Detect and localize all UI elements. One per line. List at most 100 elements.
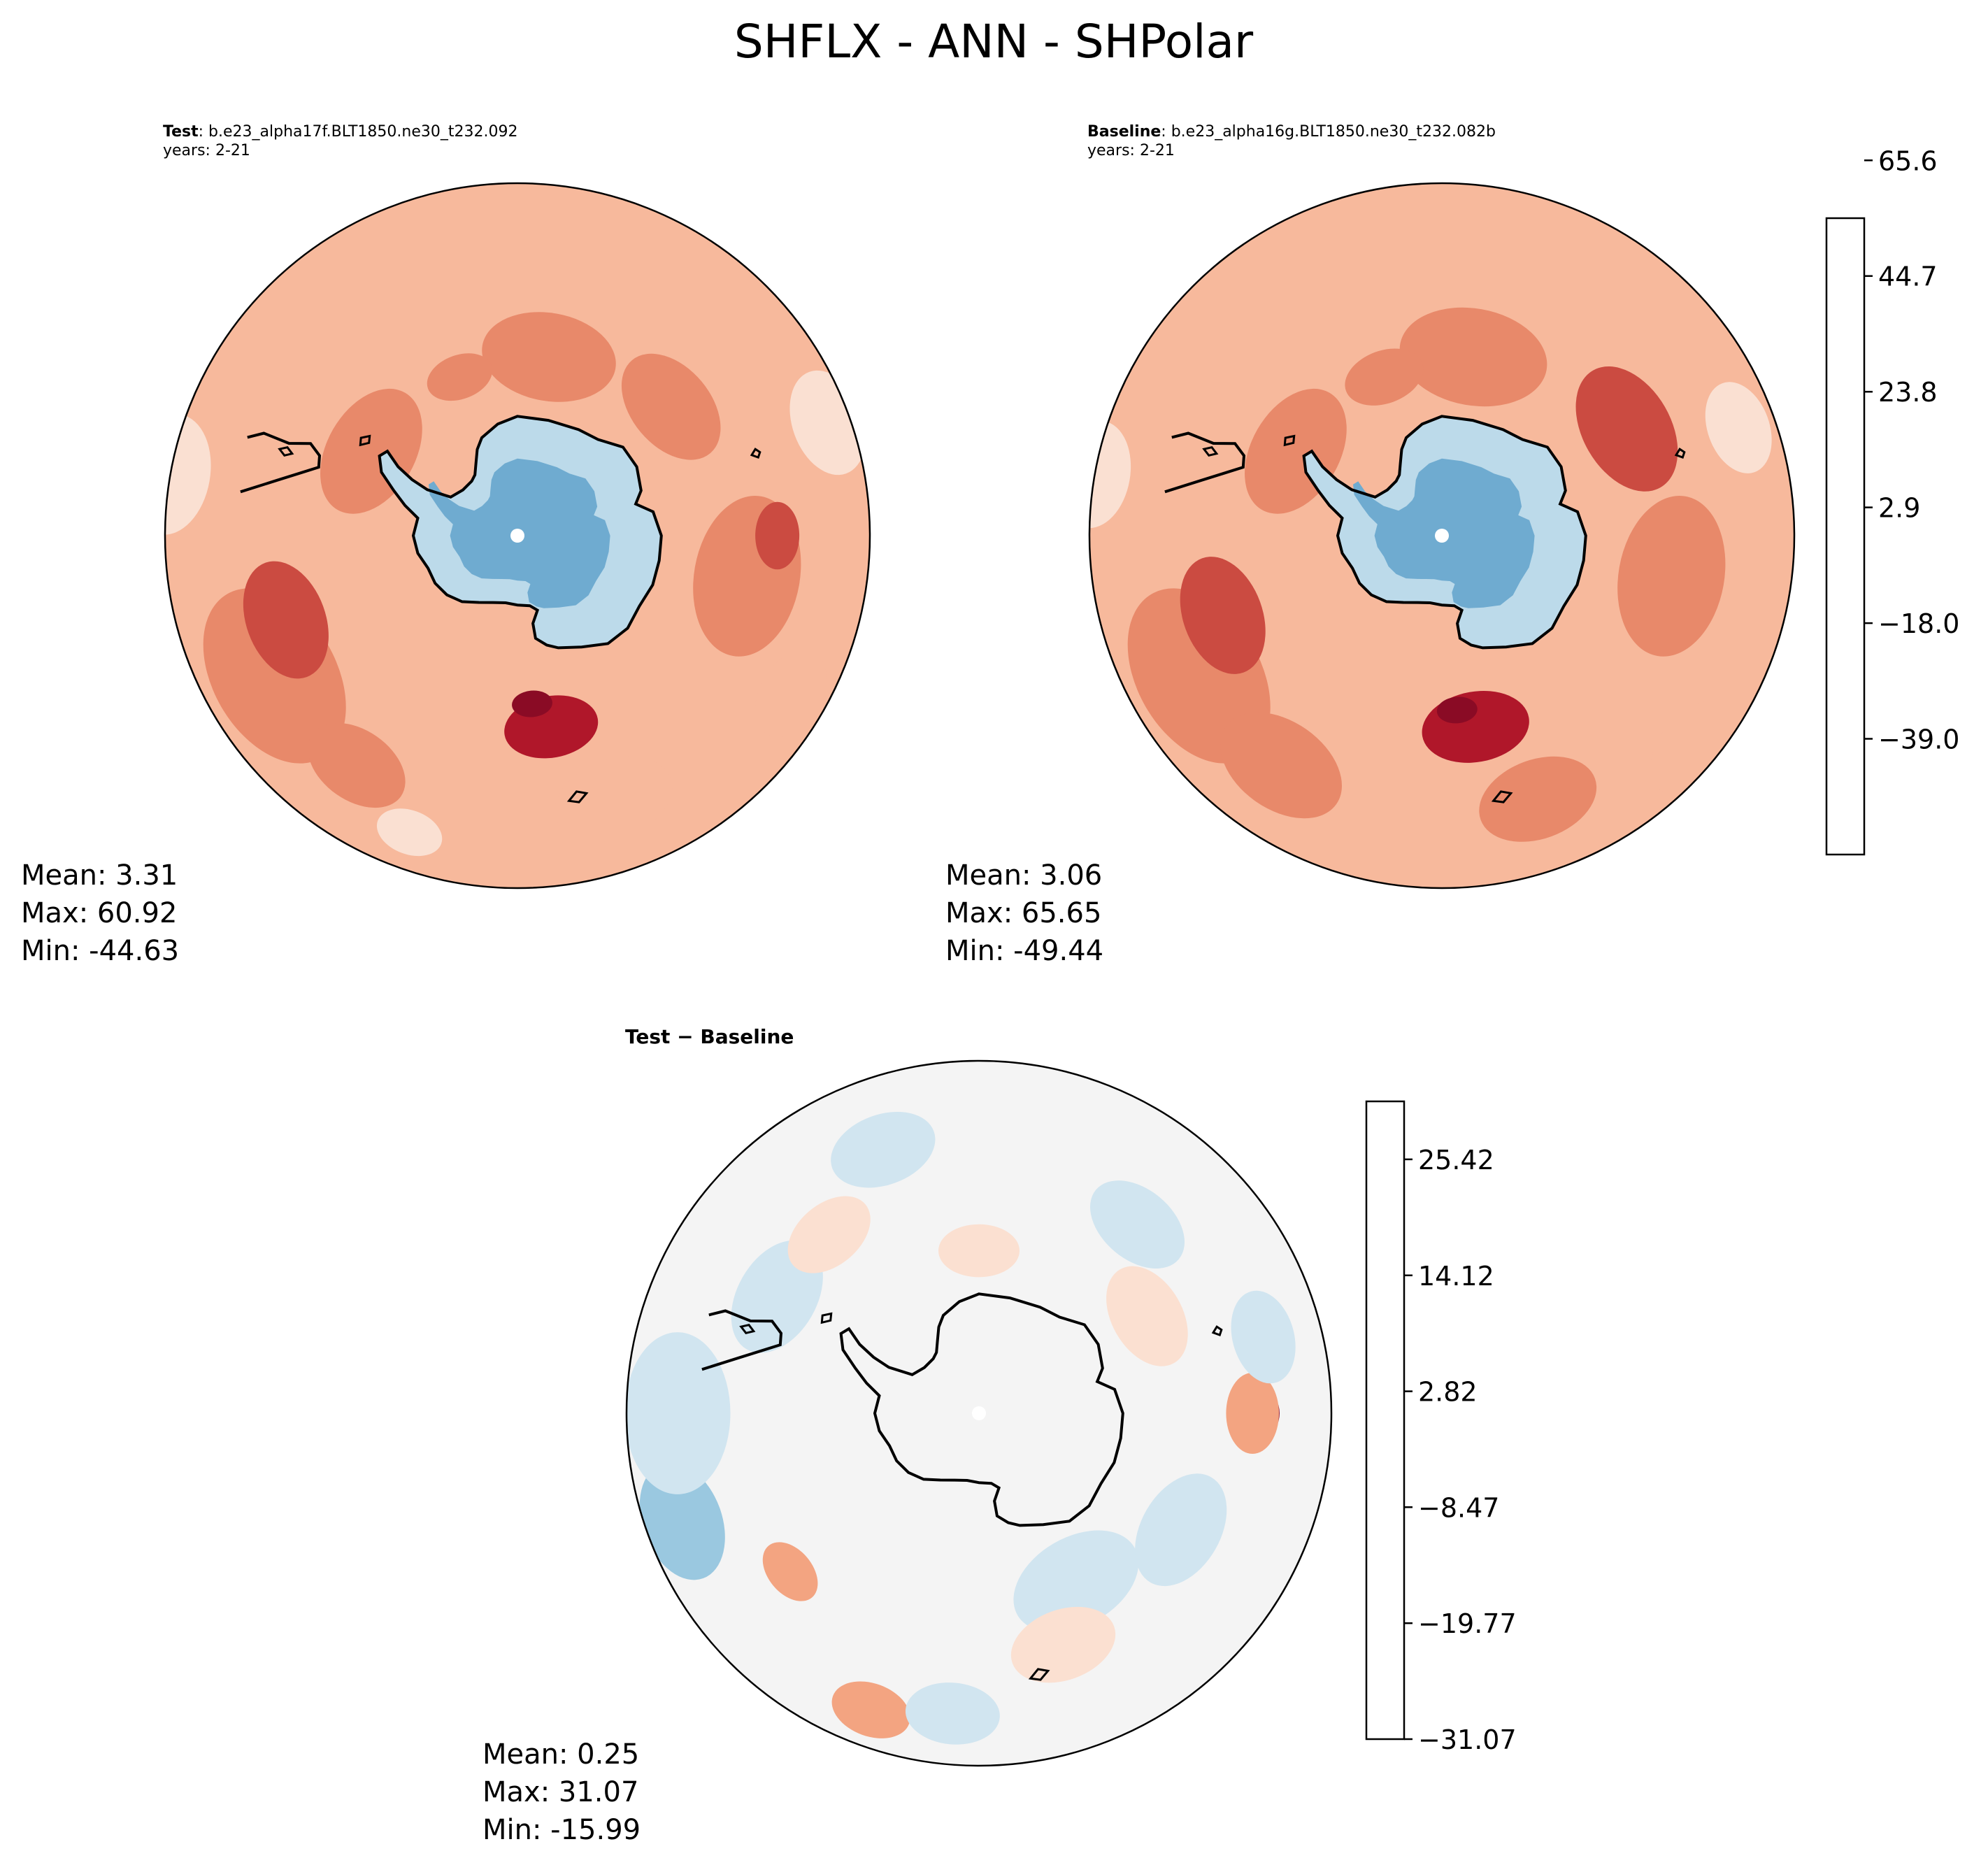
field-feature-14 [376,808,443,857]
island-coastline-2 [1028,1668,1050,1681]
field-feature-5 [482,312,616,402]
field-feature-7 [1617,496,1726,657]
antarctica-coastline [839,1292,1124,1527]
pole-hole [1435,529,1449,543]
map-boundary [1088,182,1796,889]
panel-label-bold: Test [625,1025,670,1048]
field-feature-8 [938,1224,1020,1278]
field-feature-1 [243,561,329,679]
field-feature-12 [1345,348,1424,406]
field-feature-9 [555,756,673,842]
antarctica-coastline [1302,415,1587,650]
colorbar-tick-label: 14.12 [1418,1261,1494,1292]
panel-years: years: 2-21 [163,142,250,159]
field-feature-10 [1013,1530,1139,1633]
panel-label-rest: : b.e23_alpha17f.BLT1850.ne30_t232.092 [199,123,518,141]
map-panel-3: Test − Baseline Mean: 0.25 Max: 31.07 Min: … [482,1025,1333,1846]
field-feature-11 [1705,382,1772,473]
panel-stat-min: Min: -15.99 [482,1814,641,1846]
island-coastline-1 [1202,446,1219,457]
panel-label: Baseline: b.e23_alpha16g.BLT1850.ne30_t2… [1087,123,1496,141]
field-feature-1 [1226,1373,1279,1454]
field-feature-4 [639,1462,725,1580]
panel-stat-min: Min: -49.44 [945,935,1103,967]
field-feature-2 [308,722,406,808]
panel-label-bold: Test [163,123,199,141]
panel-stat-max: Max: 31.07 [482,1776,638,1808]
panel-label-bold: Baseline [1087,123,1161,141]
field-feature-9 [1106,1266,1188,1366]
island-coastline-2 [566,790,589,803]
panel-stat-mean: Mean: 3.06 [945,859,1102,892]
field-feature-2 [762,1542,818,1601]
field-feature-5 [627,1332,731,1494]
field-feature-13 [1135,1473,1227,1587]
map-field [165,183,870,888]
field-feature-15 [755,650,827,738]
panels: Test: b.e23_alpha17f.BLT1850.ne30_t232.0… [21,123,1959,1846]
south-america-coastline [240,431,322,494]
colorbar-diff: −31.07 −19.77 −8.47 2.82 14.12 25.42 [1365,1100,1517,1755]
field-feature-6 [621,353,721,460]
island-coastline-0 [1283,434,1296,447]
map-field [1089,183,1794,888]
colorbar-frame [1825,217,1866,856]
pole-hole [972,1406,986,1420]
field-feature-5 [1399,307,1547,407]
panel-stat-mean: Mean: 0.25 [482,1738,639,1771]
island-coastline-3 [1211,1325,1223,1337]
panel-stat-max: Max: 60.92 [21,897,177,929]
colorbar-tick-label: −39.0 [1878,724,1959,755]
panel-years: years: 2-21 [1087,142,1175,159]
field-feature-16 [905,1682,1000,1745]
panel-stat-mean: Mean: 3.31 [21,859,178,892]
colorbar-tick-label: 65.6 [1878,145,1938,176]
colorbar-tick-label: 23.8 [1878,377,1938,408]
field-feature-12 [1010,1606,1116,1683]
field-feature-11 [1090,1180,1185,1269]
antarctica-coastline [378,415,663,650]
field-feature-17 [1231,1290,1296,1384]
colorbar-shared-top: −39.0 −18.0 2.9 23.8 44.7 65.6 [1825,145,1959,856]
colorbar-tick-label: 2.82 [1418,1377,1478,1408]
south-america-coastline [701,1309,783,1371]
colorbar-tick-label: −19.77 [1418,1608,1517,1639]
island-coastline-3 [750,448,761,459]
colorbar-tick-label: −8.47 [1418,1492,1499,1523]
map-boundary [625,1059,1333,1767]
colorbar-tick-label: 2.9 [1878,493,1920,524]
map-panel-2: Baseline: b.e23_alpha16g.BLT1850.ne30_t2… [945,123,1796,967]
island-coastline-2 [1491,790,1513,803]
panel-stat-max: Max: 65.65 [945,897,1101,929]
field-feature-1 [1180,557,1266,674]
panel-stat-min: Min: -44.63 [21,935,179,967]
field-feature-4 [1436,696,1478,724]
map-panel-1: Test: b.e23_alpha17f.BLT1850.ne30_t232.0… [21,123,871,967]
island-coastline-0 [359,434,371,447]
field-feature-15 [831,1111,936,1188]
field-feature-13 [427,353,493,401]
map-boundary [164,182,871,889]
colorbar-tick-label: 25.42 [1418,1145,1494,1176]
field-feature-6 [1575,366,1678,492]
panel-label: Test: b.e23_alpha17f.BLT1850.ne30_t232.0… [163,123,517,141]
pole-hole [510,529,524,543]
field-feature-14 [787,1196,871,1273]
field-feature-10 [755,501,800,570]
figure-title: SHFLX - ANN - SHPolar [734,15,1254,69]
panel-label-rest: − Baseline [670,1025,794,1048]
field-feature-9 [1479,756,1597,842]
island-coastline-1 [278,446,294,457]
colorbar-tick-label: −31.07 [1418,1724,1517,1755]
south-america-coastline [1164,431,1246,494]
colorbar-tick-label: −18.0 [1878,608,1959,639]
map-field [627,1061,1331,1766]
field-feature-4 [512,690,552,717]
field-feature-2 [1220,712,1342,819]
island-coastline-3 [1674,448,1686,459]
panel-label-rest: : b.e23_alpha16g.BLT1850.ne30_t232.082b [1161,123,1496,141]
island-coastline-1 [739,1324,756,1334]
colorbar-frame [1365,1100,1406,1741]
island-coastline-0 [820,1312,833,1324]
